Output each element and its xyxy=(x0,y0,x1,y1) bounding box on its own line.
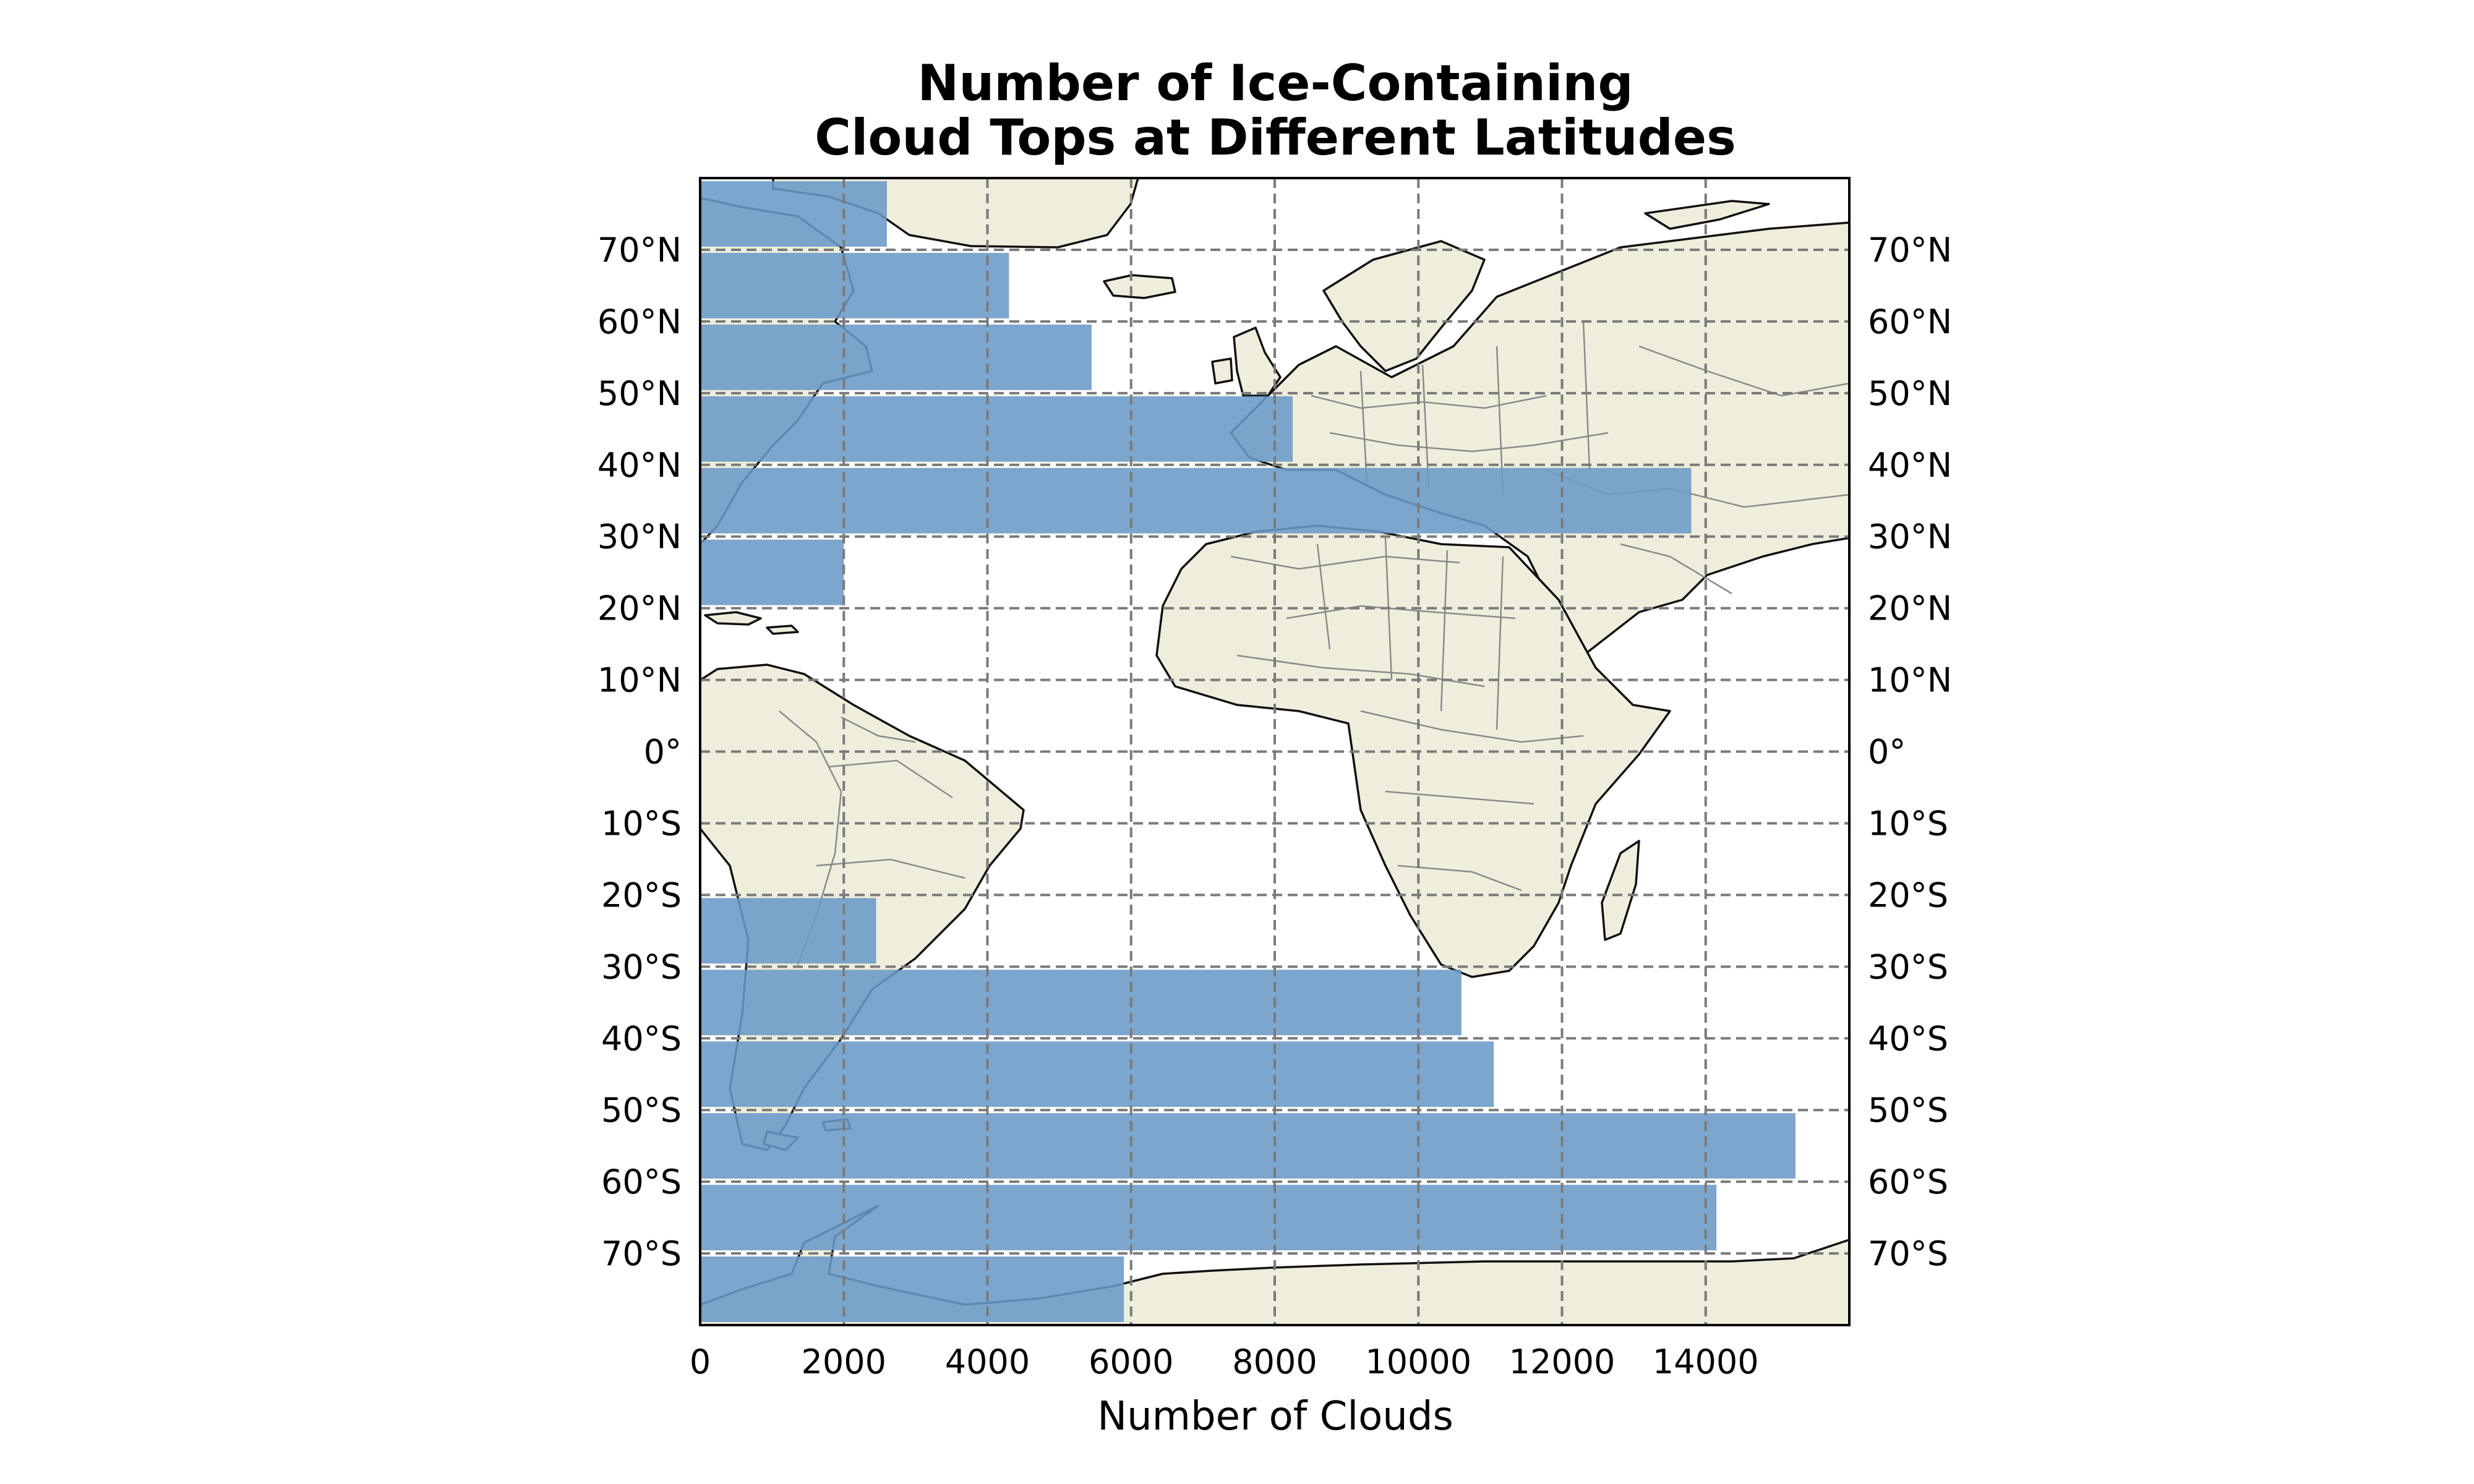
y-tick-label-right-9: 20°S xyxy=(1868,876,1948,915)
bar-15 xyxy=(700,1256,1124,1322)
x-tick-label-2: 4000 xyxy=(945,1342,1030,1381)
y-tick-label-left-4: 30°N xyxy=(597,518,682,556)
x-tick-label-5: 10000 xyxy=(1365,1342,1471,1381)
x-tick-labels: 0 2000 4000 6000 8000 10000 12000 14000 xyxy=(690,1342,1759,1381)
y-tick-label-left-7: 0° xyxy=(644,733,682,772)
x-tick-label-6: 12000 xyxy=(1509,1342,1616,1381)
bar-10 xyxy=(700,898,876,963)
bar-2 xyxy=(700,325,1092,390)
y-tick-label-left-8: 10°S xyxy=(601,804,682,843)
y-tick-label-left-13: 60°S xyxy=(601,1162,682,1201)
y-tick-label-right-3: 40°N xyxy=(1868,446,1952,485)
y-tick-label-right-8: 10°S xyxy=(1868,804,1948,843)
bar-13 xyxy=(700,1113,1796,1179)
iceland-landmass xyxy=(1104,275,1175,298)
bar-11 xyxy=(700,970,1462,1035)
x-tick-label-4: 8000 xyxy=(1232,1342,1317,1381)
y-tick-label-right-6: 10°N xyxy=(1868,661,1952,700)
y-tick-labels-right: 70°N 60°N 50°N 40°N 30°N 20°N 10°N 0° 10°S 20°S 30… xyxy=(1868,231,1952,1273)
bar-4 xyxy=(700,468,1692,534)
y-tick-label-right-0: 70°N xyxy=(1868,231,1952,270)
bar-1 xyxy=(700,253,1009,318)
y-tick-label-left-12: 50°S xyxy=(601,1091,682,1130)
y-tick-label-right-11: 40°S xyxy=(1868,1019,1948,1058)
bar-3 xyxy=(700,396,1293,462)
y-tick-label-right-4: 30°N xyxy=(1868,518,1952,556)
y-tick-label-left-2: 50°N xyxy=(597,374,682,413)
x-tick-label-1: 2000 xyxy=(802,1342,886,1381)
y-tick-label-right-10: 30°S xyxy=(1868,947,1948,986)
x-axis-label: Number of Clouds xyxy=(1097,1394,1453,1439)
y-tick-labels-left: 70°N 60°N 50°N 40°N 30°N 20°N 10°N 0° 10°S 20°S 30… xyxy=(597,231,682,1273)
x-tick-label-3: 6000 xyxy=(1089,1342,1173,1381)
y-tick-label-left-10: 30°S xyxy=(601,947,682,986)
chart-title-line-1: Number of Ice-Containing xyxy=(917,54,1633,112)
bar-14 xyxy=(700,1185,1716,1250)
y-tick-label-left-14: 70°S xyxy=(601,1234,682,1273)
y-tick-label-right-14: 70°S xyxy=(1868,1234,1948,1273)
y-tick-label-left-6: 10°N xyxy=(597,661,682,700)
y-tick-label-left-0: 70°N xyxy=(597,231,682,270)
bar-12 xyxy=(700,1041,1494,1107)
y-tick-label-left-3: 40°N xyxy=(597,446,682,485)
y-tick-label-left-11: 40°S xyxy=(601,1019,682,1058)
y-tick-label-left-1: 60°N xyxy=(597,302,682,341)
bar-5 xyxy=(700,540,844,605)
y-tick-label-right-5: 20°N xyxy=(1868,589,1952,628)
chart-title-line-2: Cloud Tops at Different Latitudes xyxy=(815,109,1736,166)
bar-0 xyxy=(700,181,887,247)
x-tick-label-7: 14000 xyxy=(1653,1342,1759,1381)
y-tick-label-right-12: 50°S xyxy=(1868,1091,1948,1130)
y-tick-label-left-9: 20°S xyxy=(601,876,682,915)
y-tick-label-left-5: 20°N xyxy=(597,589,682,628)
x-tick-label-0: 0 xyxy=(690,1342,711,1381)
y-tick-label-right-13: 60°S xyxy=(1868,1162,1948,1201)
y-tick-label-right-1: 60°N xyxy=(1868,302,1952,341)
y-tick-label-right-7: 0° xyxy=(1868,733,1906,772)
y-tick-label-right-2: 50°N xyxy=(1868,374,1952,413)
map-area xyxy=(700,178,1849,1325)
